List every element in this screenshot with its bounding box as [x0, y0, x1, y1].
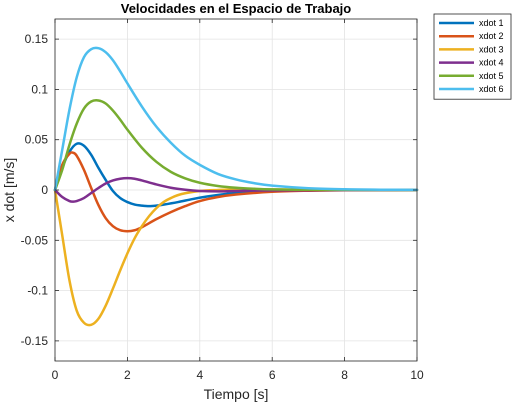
y-tick-label: -0.15: [21, 334, 49, 348]
x-tick-label: 6: [269, 368, 276, 382]
legend-box: [433, 13, 512, 100]
y-tick-label: -0.1: [27, 284, 48, 298]
y-tick-label: 0: [41, 183, 48, 197]
axis-ticks: 0 2 4 6 8 10 -0.15 -0.1 -0.05 0 0.05 0.1 0.15: [21, 19, 424, 382]
y-tick-label: 0.05: [25, 133, 49, 147]
legend-entry: xdot 2: [479, 31, 504, 41]
x-tick-label: 4: [196, 368, 203, 382]
series-line-6: [53, 46, 419, 192]
legend-entry: xdot 6: [479, 84, 504, 94]
y-tick-label: -0.05: [21, 233, 49, 247]
series-line-2: [53, 151, 419, 233]
series-line-1: [53, 142, 419, 208]
x-axis-label: Tiempo [s]: [204, 386, 269, 402]
legend-entry: xdot 5: [479, 71, 504, 81]
legend-entry: xdot 3: [479, 44, 504, 54]
series-line-4: [53, 176, 419, 203]
x-tick-label: 2: [124, 368, 131, 382]
series-line-3: [53, 188, 419, 327]
series-line-5: [53, 99, 419, 192]
y-axis-label: x dot [m/s]: [1, 158, 17, 223]
x-tick-label: 10: [410, 368, 424, 382]
legend-entry: xdot 4: [479, 58, 504, 68]
legend-entry: xdot 1: [479, 18, 504, 28]
x-tick-label: 0: [52, 368, 59, 382]
legend: xdot 1 xdot 2 xdot 3 xdot 4 xdot 5 xdot 6: [433, 13, 512, 100]
series-lines: [53, 46, 419, 327]
chart-title: Velocidades en el Espacio de Trabajo: [121, 1, 352, 16]
x-tick-label: 8: [341, 368, 348, 382]
y-tick-label: 0.15: [25, 32, 49, 46]
y-tick-label: 0.1: [31, 82, 48, 96]
